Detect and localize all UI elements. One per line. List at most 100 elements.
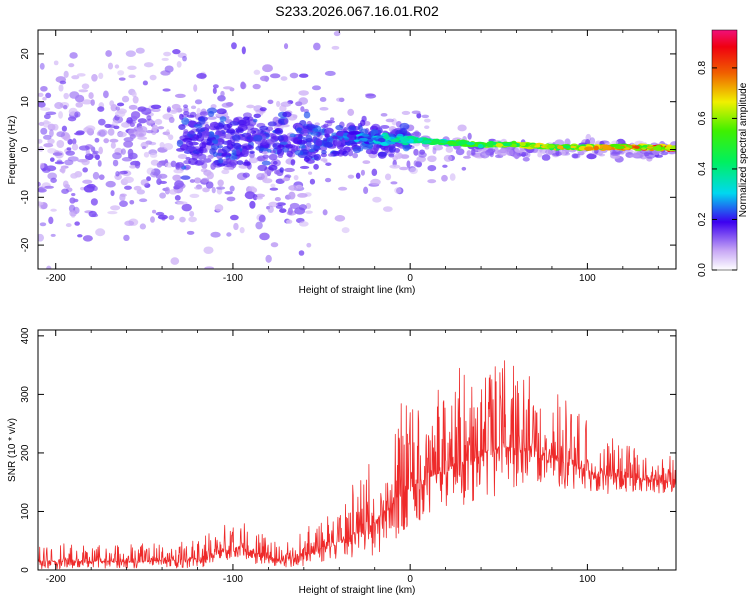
spectrogram-cell — [62, 104, 68, 110]
spectrogram-cell — [222, 123, 231, 131]
spectrogram-cell — [242, 161, 251, 166]
spectrogram-cell — [355, 172, 361, 179]
spectrogram-cell — [76, 73, 86, 77]
spectrogram-cell — [97, 160, 102, 167]
spectrogram-cell — [546, 144, 555, 149]
spectrogram-cell — [175, 162, 185, 168]
spectrogram-cell — [279, 167, 284, 173]
spectrogram-cell — [261, 160, 271, 166]
spectrogram-y-tick-label: -20 — [20, 237, 31, 252]
spectrogram-cell — [204, 124, 210, 131]
spectrogram-cell — [295, 101, 303, 107]
spectrogram-cell — [670, 145, 676, 150]
spectrogram-cell — [182, 55, 187, 62]
spectrogram-cell — [168, 134, 174, 141]
spectrogram-cell — [151, 209, 157, 214]
spectrogram-cell — [258, 214, 266, 223]
spectrogram-cell — [189, 193, 200, 198]
spectrogram-cell — [39, 62, 45, 70]
spectrogram-cell — [168, 215, 175, 221]
spectrogram-cell — [48, 216, 54, 225]
spectrogram-cell — [350, 142, 358, 147]
spectrogram-cell — [308, 124, 319, 129]
spectrogram-cell — [72, 138, 77, 145]
spectrogram-cell — [276, 202, 286, 206]
snr-x-ticks: -200 -100 0 100 — [46, 330, 659, 585]
spectrogram-cell — [295, 184, 303, 189]
spectrogram-cell — [162, 88, 171, 92]
spectrogram-cell — [40, 85, 48, 92]
spectrogram-cell — [313, 163, 319, 170]
spectrogram-cell — [255, 221, 263, 230]
spectrogram-cell — [186, 114, 195, 118]
spectrogram-cell — [200, 131, 210, 137]
spectrogram-cell — [298, 145, 306, 149]
snr-y-tick-label: 200 — [20, 444, 31, 461]
spectrogram-cell — [226, 232, 232, 237]
spectrogram-cell — [563, 145, 571, 149]
spectrogram-cell — [390, 181, 398, 185]
spectrogram-cell — [117, 131, 127, 138]
spectrogram-cell — [411, 110, 421, 115]
spectrogram-cell — [143, 62, 154, 68]
spectrogram-cell — [297, 193, 308, 198]
snr-x-tick-label: 0 — [407, 574, 413, 585]
spectrogram-cell — [115, 171, 120, 177]
spectrogram-cell — [270, 242, 279, 248]
spectrogram-cell — [242, 172, 250, 178]
spectrogram-cell — [82, 235, 93, 242]
spectrogram-y-tick-label: -10 — [20, 190, 31, 205]
spectrogram-cell — [98, 129, 106, 138]
figure-title: S233.2026.067.16.01.R02 — [275, 3, 439, 19]
spectrogram-cell — [114, 64, 120, 69]
spectrogram-cell — [42, 121, 51, 125]
spectrogram-cell — [395, 152, 403, 160]
spectrogram-cell — [445, 146, 454, 153]
spectrogram-cell — [610, 151, 621, 156]
spectrogram-cell — [401, 110, 411, 115]
spectrogram-cell — [75, 102, 84, 108]
spectrogram-cell — [164, 65, 174, 73]
spectrogram-cell — [222, 86, 233, 90]
spectrogram-cell — [288, 152, 293, 158]
spectrogram-cell — [441, 174, 448, 182]
spectrogram-cell — [229, 214, 239, 221]
spectrogram-cell — [193, 84, 198, 92]
spectrogram-cell — [267, 121, 277, 127]
colorbar-tick-label: 0.0 — [697, 263, 708, 277]
spectrogram-cell — [224, 191, 233, 195]
spectrogram-cell — [383, 134, 390, 140]
spectrogram-cell — [250, 130, 257, 134]
spectrogram-cell — [372, 196, 382, 203]
spectrogram-cell — [56, 139, 65, 148]
spectrogram-cell — [235, 128, 244, 134]
spectrogram-cell — [333, 30, 341, 37]
spectrogram-cell — [384, 173, 392, 181]
spectrogram-cell — [311, 85, 321, 91]
spectrogram-cell — [282, 111, 292, 118]
spectrogram-cell — [113, 125, 120, 130]
spectrogram-cell — [654, 154, 664, 158]
spectrogram-cell — [297, 136, 306, 140]
spectrogram-cell — [196, 107, 201, 116]
spectrogram-cell — [423, 140, 432, 144]
spectrogram-cell — [199, 111, 209, 116]
spectrogram-cell — [557, 145, 564, 150]
spectrogram-y-tick-label: 0 — [20, 146, 31, 152]
spectrogram-cell — [331, 45, 340, 50]
spectrogram-cell — [225, 157, 232, 165]
snr-frame — [37, 329, 677, 571]
spectrogram-cell — [171, 103, 181, 110]
spectrogram-cell — [267, 99, 274, 105]
spectrogram-cell — [38, 181, 41, 187]
spectrogram-cell — [225, 102, 234, 107]
spectrogram-cell — [442, 164, 448, 168]
snr-series-line — [38, 360, 676, 570]
spectrogram-x-tick-label: 0 — [407, 273, 413, 284]
spectrogram-cell — [259, 232, 270, 241]
spectrogram-cell — [154, 118, 163, 125]
spectrogram-cell — [97, 106, 105, 112]
spectrogram-cell — [308, 171, 313, 175]
spectrogram-cell — [137, 118, 147, 124]
spectrogram-cell — [274, 169, 280, 175]
